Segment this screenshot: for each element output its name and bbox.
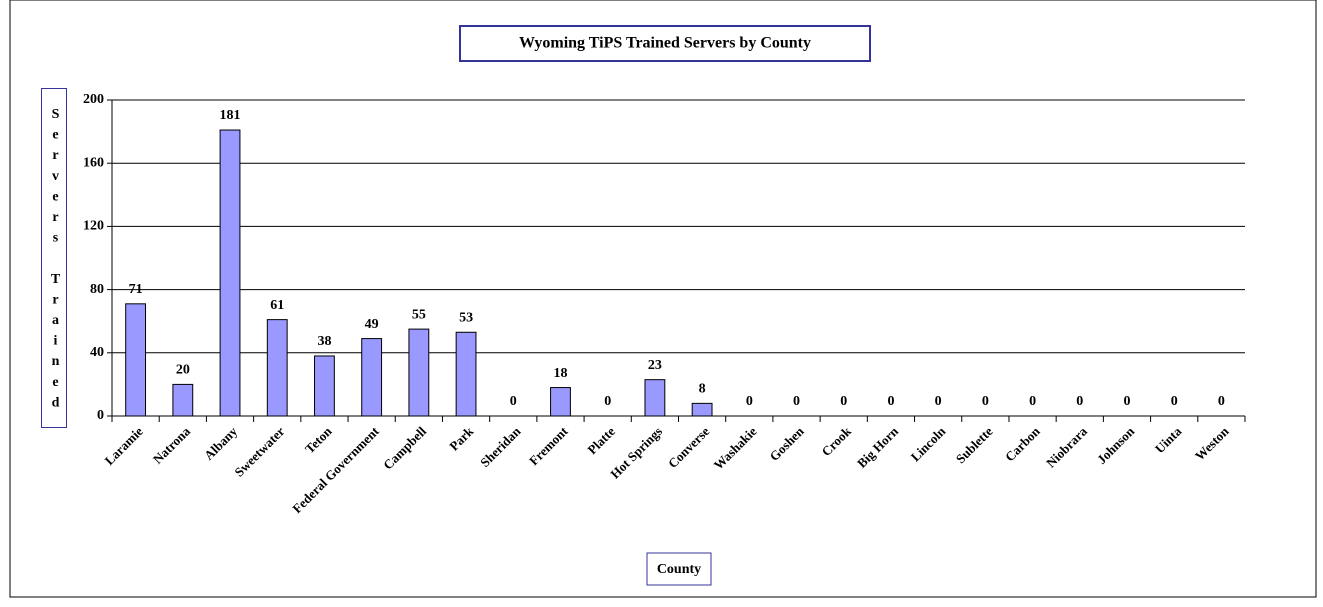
data-label: 0 bbox=[1171, 394, 1178, 409]
data-label: 0 bbox=[840, 394, 847, 409]
data-label: 61 bbox=[270, 298, 284, 313]
data-label: 0 bbox=[1218, 394, 1225, 409]
y-tick-label: 0 bbox=[97, 408, 104, 423]
data-label: 0 bbox=[1123, 394, 1130, 409]
y-tick-label: 160 bbox=[83, 155, 104, 170]
data-label: 0 bbox=[982, 394, 989, 409]
data-label: 38 bbox=[317, 334, 331, 349]
bar bbox=[219, 129, 241, 417]
data-label: 23 bbox=[648, 358, 662, 373]
bar bbox=[550, 387, 571, 417]
bar bbox=[408, 328, 430, 417]
y-tick-label: 80 bbox=[90, 282, 104, 297]
bar bbox=[455, 331, 477, 417]
data-label: 18 bbox=[553, 366, 567, 381]
data-label: 20 bbox=[176, 363, 190, 378]
data-label: 0 bbox=[1076, 394, 1083, 409]
x-axis-label: County bbox=[657, 562, 701, 577]
data-label: 53 bbox=[459, 310, 473, 325]
data-label: 0 bbox=[935, 394, 942, 409]
data-label: 181 bbox=[220, 108, 241, 123]
data-label: 0 bbox=[887, 394, 894, 409]
bar bbox=[125, 303, 147, 417]
bar bbox=[314, 355, 335, 417]
chart-border bbox=[9, 0, 1317, 598]
x-label-box bbox=[646, 552, 712, 586]
data-label: 0 bbox=[510, 394, 517, 409]
data-label: 55 bbox=[412, 307, 426, 322]
data-label: 0 bbox=[793, 394, 800, 409]
y-axis-label: Servers Trained bbox=[41, 88, 67, 428]
y-tick-label: 200 bbox=[83, 92, 104, 107]
bar bbox=[172, 383, 194, 417]
bar bbox=[266, 319, 288, 417]
y-tick-label: 120 bbox=[83, 219, 104, 234]
bar bbox=[644, 379, 666, 417]
data-label: 71 bbox=[129, 282, 143, 297]
title-box bbox=[459, 25, 871, 62]
y-tick-label: 40 bbox=[90, 345, 104, 360]
bar bbox=[361, 338, 383, 417]
data-label: 0 bbox=[604, 394, 611, 409]
data-label: 0 bbox=[746, 394, 753, 409]
chart-title: Wyoming TiPS Trained Servers by County bbox=[519, 35, 811, 52]
data-label: 8 bbox=[699, 382, 706, 397]
data-label: 0 bbox=[1029, 394, 1036, 409]
bar bbox=[691, 402, 713, 417]
data-label: 49 bbox=[365, 317, 379, 332]
